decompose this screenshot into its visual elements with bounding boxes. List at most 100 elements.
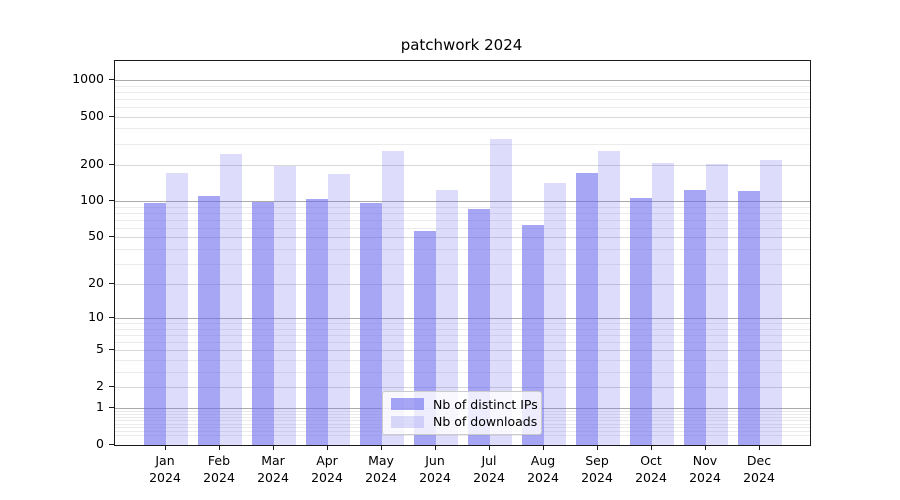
x-tick-mark-sep: [597, 445, 598, 450]
y-tick-label-50: 50: [88, 228, 104, 244]
gridline-y-90: [115, 206, 810, 208]
x-tick-mark-jan: [165, 445, 166, 450]
gridline-y-6: [115, 342, 810, 344]
gridline-y-500: [115, 116, 810, 118]
bar-downloads-mar: [274, 165, 296, 445]
gridline-y-600: [115, 107, 810, 108]
legend-label-distinct-ips: Nb of distinct IPs: [433, 396, 538, 412]
bar-ips-feb: [198, 196, 220, 445]
gridline-y-9: [115, 323, 810, 325]
x-tick-mark-dec: [759, 445, 760, 450]
gridline-y-10: [115, 318, 810, 320]
bar-ips-oct: [630, 198, 652, 445]
gridline-y-70: [115, 219, 810, 221]
x-tick-label-dec: Dec 2024: [743, 453, 775, 485]
gridline-y-400: [115, 128, 810, 130]
y-tick-label-100: 100: [80, 192, 104, 208]
legend: Nb of distinct IPs Nb of downloads: [382, 391, 542, 435]
legend-label-downloads: Nb of downloads: [433, 414, 538, 430]
x-tick-mark-jun: [435, 445, 436, 450]
gridline-y-800: [115, 91, 810, 93]
x-tick-mark-jul: [489, 445, 490, 450]
legend-swatch-downloads: [391, 415, 424, 428]
y-tick-mark-100: [109, 200, 114, 202]
x-tick-label-jul: Jul 2024: [473, 453, 505, 485]
bar-downloads-feb: [220, 153, 242, 445]
bar-ips-jan: [144, 202, 166, 445]
x-tick-mark-nov: [705, 445, 706, 450]
y-tick-label-1: 1: [96, 399, 104, 415]
y-tick-mark-2: [109, 386, 114, 387]
x-tick-label-may: May 2024: [365, 453, 397, 485]
x-tick-label-nov: Nov 2024: [689, 453, 721, 485]
chart-title: patchwork 2024: [400, 36, 523, 54]
gridline-y-4: [115, 360, 810, 361]
legend-item-distinct-ips: Nb of distinct IPs: [391, 396, 538, 412]
x-tick-mark-may: [381, 445, 382, 450]
y-tick-label-10: 10: [88, 309, 104, 325]
gridline-y-2: [115, 387, 810, 388]
bar-ips-apr: [306, 199, 328, 445]
y-tick-mark-200: [109, 163, 114, 165]
x-tick-label-mar: Mar 2024: [257, 453, 289, 485]
bar-downloads-sep: [598, 150, 620, 445]
y-tick-label-5: 5: [96, 341, 104, 357]
y-tick-mark-0: [109, 444, 114, 445]
gridline-y-300: [115, 143, 810, 145]
x-tick-mark-oct: [651, 445, 652, 450]
bar-downloads-jul: [490, 139, 512, 445]
bar-downloads-aug: [544, 182, 566, 445]
gridline-y-900: [115, 85, 810, 87]
y-tick-label-0: 0: [96, 436, 104, 451]
bar-ips-sep: [576, 173, 598, 445]
y-tick-mark-10: [109, 317, 114, 319]
x-tick-mark-mar: [273, 445, 274, 450]
x-tick-label-oct: Oct 2024: [635, 453, 667, 485]
x-tick-label-feb: Feb 2024: [203, 453, 235, 485]
gridline-y-50: [115, 237, 810, 239]
bar-downloads-jan: [166, 173, 188, 445]
y-tick-label-200: 200: [80, 155, 104, 171]
x-tick-label-aug: Aug 2024: [527, 453, 559, 485]
bar-downloads-apr: [328, 174, 350, 445]
gridline-y-5: [115, 350, 810, 352]
plot-area: Nb of distinct IPs Nb of downloads: [114, 60, 811, 446]
legend-item-downloads: Nb of downloads: [391, 414, 538, 430]
bar-downloads-may: [382, 150, 404, 445]
gridline-y-0_2: [115, 435, 810, 437]
gridline-y-200: [115, 164, 810, 166]
bar-ips-mar: [252, 201, 274, 445]
gridline-y-1000: [115, 80, 810, 81]
x-tick-mark-apr: [327, 445, 328, 450]
y-tick-mark-20: [109, 283, 114, 285]
gridline-y-100: [115, 201, 810, 203]
y-tick-mark-50: [109, 236, 114, 238]
y-tick-mark-500: [109, 115, 114, 117]
gridline-y-7: [115, 335, 810, 337]
bar-ips-jul: [468, 208, 490, 445]
x-tick-mark-aug: [543, 445, 544, 450]
y-tick-label-2: 2: [96, 378, 104, 393]
gridline-y-8: [115, 328, 810, 330]
bar-downloads-oct: [652, 162, 674, 445]
gridline-y-60: [115, 227, 810, 229]
y-tick-label-1000: 1000: [72, 71, 104, 86]
bar-ips-nov: [684, 190, 706, 445]
gridline-y-3: [115, 371, 810, 373]
bar-ips-aug: [522, 224, 544, 445]
x-tick-label-sep: Sep 2024: [581, 453, 613, 485]
bar-ips-dec: [738, 191, 760, 445]
y-tick-mark-1: [109, 407, 114, 409]
legend-swatch-distinct-ips: [391, 398, 424, 411]
y-tick-mark-1000: [109, 79, 114, 80]
bar-downloads-jun: [436, 189, 458, 445]
x-tick-label-apr: Apr 2024: [311, 453, 343, 485]
gridline-y-80: [115, 212, 810, 214]
gridline-y-40: [115, 248, 810, 250]
gridline-y-30: [115, 263, 810, 265]
y-tick-label-20: 20: [88, 275, 104, 291]
bar-downloads-dec: [760, 159, 782, 445]
gridline-y-700: [115, 98, 810, 100]
bar-ips-may: [360, 203, 382, 445]
